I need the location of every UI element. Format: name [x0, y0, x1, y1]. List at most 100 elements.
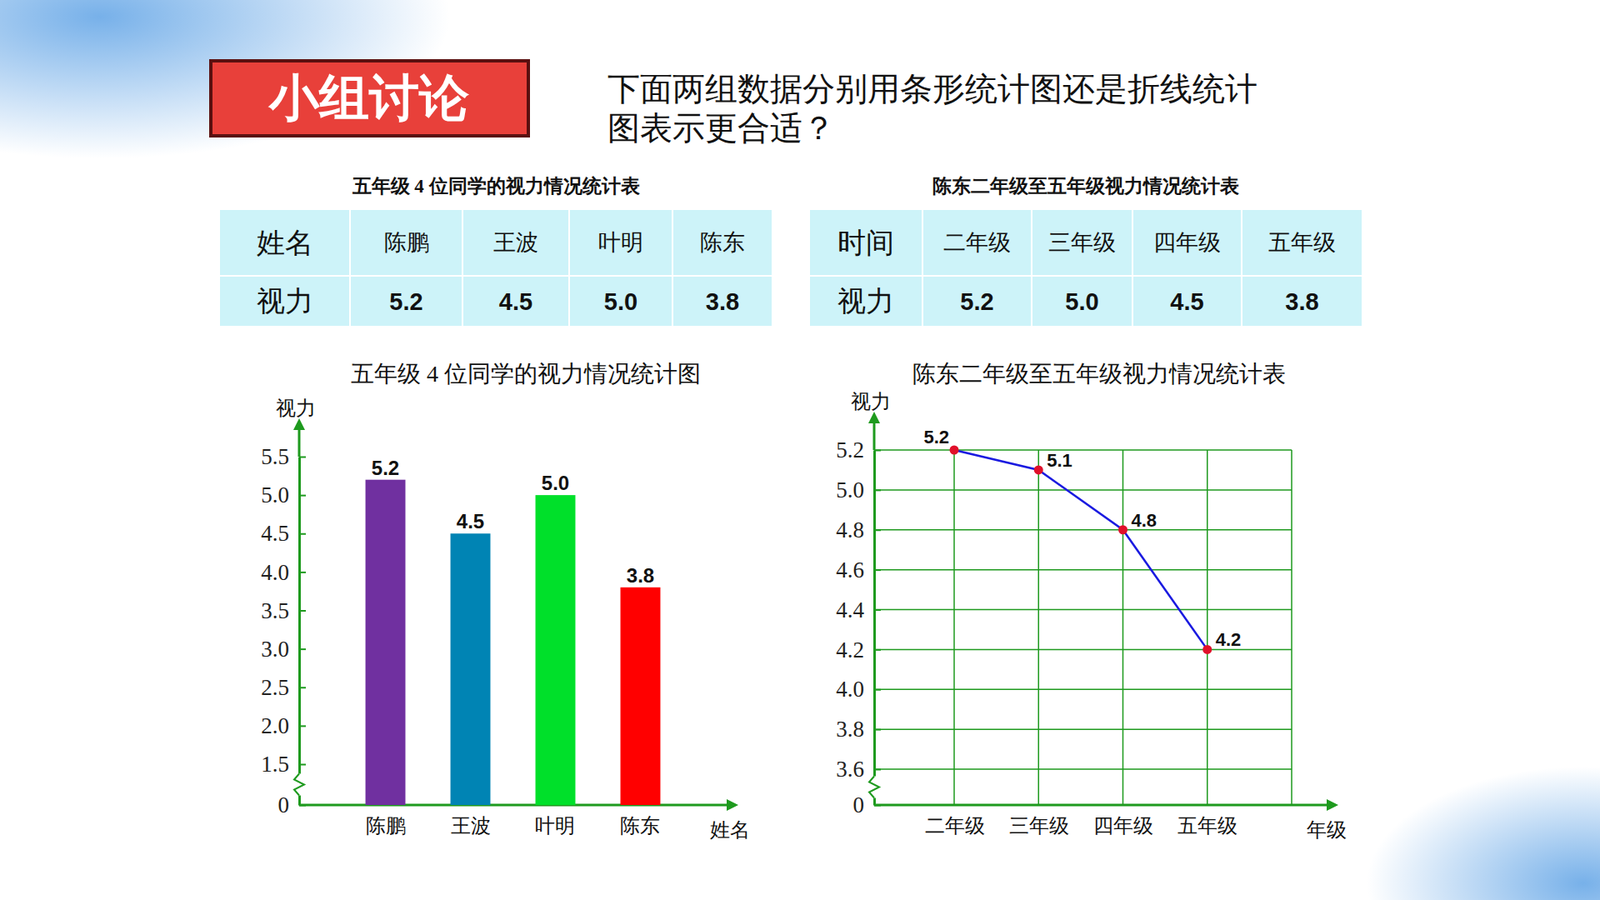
x-tick: 陈东 — [620, 815, 660, 837]
y-tick-label: 3.6 — [835, 756, 865, 782]
x-tick: 四年级 — [1093, 815, 1154, 837]
marks — [950, 445, 1213, 655]
y-tick: 4.0 — [835, 676, 881, 702]
y-tick: 2.5 — [260, 675, 306, 700]
y-tick-mark — [874, 569, 881, 571]
table-cell-text: 时间 — [837, 227, 895, 259]
y-tick-label: 5.5 — [260, 444, 290, 470]
y-tick-label: 2.5 — [260, 675, 290, 700]
data-labels: 5.2 4.5 5.0 3.8 — [371, 456, 655, 587]
y-tick-mark — [299, 686, 306, 689]
y-tick-mark — [299, 764, 306, 766]
chart-title: 五年级 4 位同学的视力情况统计图 — [350, 360, 701, 387]
y-tick: 0 — [278, 792, 307, 818]
table-cell — [462, 209, 570, 276]
table-cell-text: 视力 — [256, 285, 314, 317]
y-axis: 0 3.6 3.8 4.0 4.2 4.4 4.6 4.8 5.0 5.2 — [835, 437, 881, 818]
y-tick-mark — [874, 489, 881, 491]
grid-line-y — [874, 609, 1292, 611]
y-tick-label: 4.0 — [260, 560, 290, 585]
grid-line-y — [874, 489, 1292, 491]
y-tick-label: 4.4 — [835, 597, 865, 623]
marks — [365, 480, 661, 805]
x-axis: 陈鹏王波叶明陈东 — [365, 815, 661, 837]
table-cell-text: 5.2 — [389, 288, 423, 315]
x-tick: 五年级 — [1177, 815, 1238, 837]
table-cell-text: 陈东 — [700, 230, 745, 255]
y-axis-title: 视力 — [275, 397, 316, 420]
y-tick-label: 0 — [278, 792, 290, 818]
y-tick-label: 3.8 — [835, 716, 865, 742]
y-tick-mark — [299, 648, 306, 650]
table-cell — [672, 209, 773, 276]
y-tick: 1.5 — [260, 751, 306, 777]
x-axis-line — [874, 804, 1327, 807]
table-cell — [672, 275, 773, 327]
table-cell-text: 5.2 — [960, 288, 994, 315]
line — [954, 450, 1208, 650]
point — [1202, 645, 1212, 655]
grid-line-y — [874, 529, 1292, 531]
y-tick-mark — [874, 529, 881, 531]
table-title: 五年级 4 位同学的视力情况统计表 — [351, 175, 640, 197]
y-tick-mark — [299, 495, 306, 497]
table-cell-text: 二年级 — [943, 230, 1011, 255]
y-tick-mark — [299, 571, 306, 574]
y-tick: 5.0 — [260, 482, 306, 508]
y-tick: 4.0 — [260, 560, 306, 585]
background-flower — [1366, 766, 1600, 900]
table-cell-text: 5.0 — [604, 288, 638, 315]
y-axis-extension — [873, 423, 876, 450]
data-label: 3.8 — [626, 564, 655, 587]
table-cell-text: 叶明 — [598, 230, 644, 255]
y-tick-mark — [299, 610, 306, 612]
y-axis-title: 视力 — [850, 390, 891, 413]
table-cell — [350, 209, 463, 276]
slide: 小组讨论下面两组数据分别用条形统计图还是折线统计图表示更合适？五年级 4 位同学… — [0, 0, 1600, 900]
axis-break — [294, 774, 305, 796]
plot-frame — [1290, 450, 1293, 805]
y-tick: 4.8 — [835, 517, 881, 543]
y-tick: 3.5 — [260, 598, 306, 624]
data-label: 4.8 — [1131, 510, 1158, 531]
y-tick-mark — [874, 649, 881, 651]
y-tick-label: 5.2 — [835, 437, 865, 463]
x-tick: 王波 — [450, 815, 491, 837]
y-tick-mark — [874, 609, 881, 611]
table-cell — [569, 209, 673, 276]
y-tick-label: 3.0 — [260, 636, 290, 662]
y-axis-extension — [298, 430, 301, 457]
x-tick-label: 王波 — [450, 815, 491, 837]
point — [950, 445, 960, 455]
data-label: 4.2 — [1215, 629, 1242, 650]
y-axis-arrow — [868, 411, 880, 424]
data-label: 4.5 — [456, 510, 485, 533]
table-cell — [809, 275, 923, 327]
x-axis-arrow — [726, 799, 739, 811]
question: 下面两组数据分别用条形统计图还是折线统计图表示更合适？ — [607, 70, 1258, 146]
y-axis-line — [298, 457, 301, 806]
grid — [874, 450, 1292, 805]
table-cell — [922, 275, 1032, 327]
y-tick: 5.0 — [835, 477, 881, 503]
table: 陈东二年级至五年级视力情况统计表时间二年级三年级四年级五年级视力5.25.04.… — [809, 175, 1363, 327]
data-label: 5.2 — [371, 456, 400, 480]
x-tick-label: 四年级 — [1093, 815, 1154, 837]
y-tick-label: 4.6 — [835, 557, 865, 583]
grid-line-y — [874, 689, 1292, 691]
table: 五年级 4 位同学的视力情况统计表姓名陈鹏王波叶明陈东视力5.24.55.03.… — [219, 175, 773, 327]
table-cell-text: 3.8 — [705, 288, 740, 315]
table-cell-text: 王波 — [493, 230, 539, 255]
data-label: 5.0 — [541, 471, 570, 495]
x-tick-label: 五年级 — [1177, 815, 1238, 837]
y-tick: 4.5 — [260, 520, 306, 546]
bar — [365, 480, 406, 805]
point — [1118, 525, 1128, 535]
x-axis-title: 年级 — [1306, 819, 1347, 841]
grid-line-y — [874, 768, 1292, 770]
y-tick-label: 0 — [853, 792, 865, 818]
y-tick-mark — [874, 689, 881, 691]
data-label: 5.1 — [1046, 450, 1073, 471]
y-tick: 3.0 — [260, 636, 306, 662]
y-tick-label: 4.2 — [835, 637, 865, 663]
